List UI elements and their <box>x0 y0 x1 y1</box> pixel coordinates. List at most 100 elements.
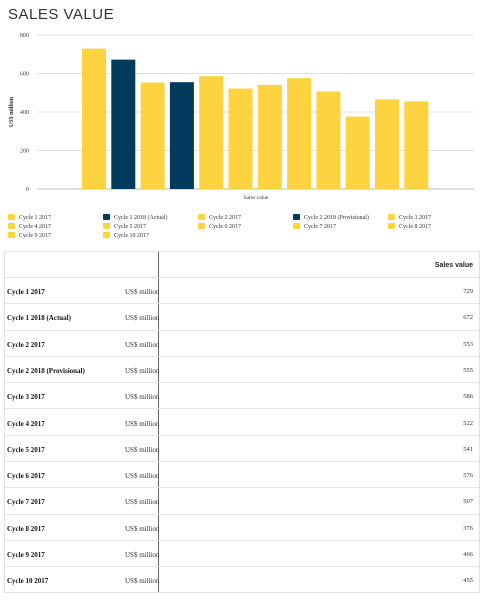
table-row: Cycle 3 2017 US$ million 586 <box>5 383 479 410</box>
bar <box>199 76 224 189</box>
legend-label: Cycle 1 2017 <box>19 215 51 221</box>
row-value: 729 <box>463 288 473 295</box>
column-header-sales-value: Sales value <box>434 262 473 269</box>
row-name: Cycle 3 2017 <box>7 393 45 402</box>
legend-label: Cycle 6 2017 <box>209 224 241 230</box>
legend-label: Cycle 2 2017 <box>209 215 241 221</box>
legend-label: Cycle 1 2018 (Actual) <box>114 215 168 221</box>
legend-item: Cycle 6 2017 <box>198 223 241 231</box>
table-header: Sales value <box>5 252 479 278</box>
legend-item: Cycle 8 2017 <box>388 223 431 231</box>
table-row: Cycle 4 2017 US$ million 522 <box>5 410 479 436</box>
sales-value-chart: 0 200 400 600 800 US$ million Sales value <box>8 33 474 201</box>
legend-swatch <box>8 214 15 220</box>
table-row: Cycle 6 2017 US$ million 576 <box>5 462 479 489</box>
y-tick-label: 0 <box>26 187 29 193</box>
legend-item: Cycle 1 2018 (Actual) <box>103 214 167 222</box>
legend-item: Cycle 2 2017 <box>198 214 241 222</box>
row-value: 586 <box>463 393 473 401</box>
legend-swatch <box>198 223 205 229</box>
legend-label: Cycle 3 2017 <box>399 215 431 221</box>
legend-item: Cycle 2 2018 (Provisional) <box>293 214 369 222</box>
row-unit: US$ million <box>125 524 160 533</box>
legend-swatch <box>8 232 15 238</box>
row-unit: US$ million <box>125 340 160 349</box>
row-value: 555 <box>463 366 473 374</box>
row-unit: US$ million <box>125 366 160 375</box>
bar <box>228 88 253 189</box>
row-unit: US$ million <box>125 551 160 559</box>
x-axis-label: Sales value <box>244 195 269 201</box>
table-row: Cycle 10 2017 US$ million 455 <box>5 567 479 593</box>
table-row: Cycle 2 2017 US$ million 553 <box>5 331 479 357</box>
table-divider <box>158 252 159 592</box>
row-unit: US$ million <box>125 498 160 507</box>
table-row: Cycle 1 2017 US$ million 729 <box>5 278 479 305</box>
row-value: 672 <box>463 314 473 322</box>
legend-item: Cycle 9 2017 <box>8 232 51 240</box>
legend-swatch <box>293 214 300 220</box>
row-unit: US$ million <box>125 577 160 586</box>
table-row: Cycle 2 2018 (Provisional) US$ million 555 <box>5 357 479 384</box>
legend-item: Cycle 1 2017 <box>8 214 51 222</box>
row-value: 541 <box>463 445 473 453</box>
legend-swatch <box>103 232 110 238</box>
legend-label: Cycle 9 2017 <box>19 233 51 239</box>
bar <box>257 84 282 189</box>
table-row: Cycle 5 2017 US$ million 541 <box>5 436 479 463</box>
row-unit: US$ million <box>125 472 160 481</box>
sales-value-table: Sales value Cycle 1 2017 US$ million 729 Cy… <box>4 251 480 593</box>
bar <box>345 116 370 189</box>
legend-item: Cycle 3 2017 <box>388 214 431 222</box>
legend-swatch <box>388 214 395 220</box>
row-name: Cycle 1 2017 <box>7 288 45 296</box>
legend-swatch <box>388 223 395 229</box>
row-name: Cycle 5 2017 <box>7 445 45 454</box>
bar <box>111 59 136 189</box>
legend-label: Cycle 4 2017 <box>19 224 51 230</box>
row-unit: US$ million <box>125 288 160 296</box>
row-name: Cycle 7 2017 <box>7 498 45 507</box>
row-value: 455 <box>463 577 473 585</box>
y-tick-label: 200 <box>20 149 29 155</box>
row-unit: US$ million <box>125 445 160 454</box>
row-name: Cycle 2 2018 (Provisional) <box>7 366 85 375</box>
legend-item: Cycle 5 2017 <box>103 223 146 231</box>
row-name: Cycle 6 2017 <box>7 472 45 481</box>
row-name: Cycle 1 2018 (Actual) <box>7 314 71 323</box>
legend-item: Cycle 10 2017 <box>103 232 149 240</box>
legend-label: Cycle 5 2017 <box>114 224 146 230</box>
row-value: 553 <box>463 340 473 348</box>
row-name: Cycle 4 2017 <box>7 419 45 428</box>
legend-swatch <box>293 223 300 229</box>
table-row: Cycle 8 2017 US$ million 376 <box>5 515 479 541</box>
row-name: Cycle 8 2017 <box>7 524 45 533</box>
bar <box>82 48 106 190</box>
row-name: Cycle 10 2017 <box>7 577 49 586</box>
row-value: 376 <box>463 524 473 532</box>
legend-label: Cycle 8 2017 <box>399 224 431 230</box>
legend-swatch <box>198 214 205 220</box>
row-unit: US$ million <box>125 393 160 402</box>
legend-label: Cycle 2 2018 (Provisional) <box>304 215 369 221</box>
row-value: 466 <box>463 551 473 558</box>
bar <box>169 82 194 189</box>
row-value: 507 <box>463 498 473 506</box>
legend-item: Cycle 4 2017 <box>8 223 51 231</box>
bar <box>404 101 429 189</box>
row-unit: US$ million <box>125 314 160 323</box>
row-value: 522 <box>463 419 473 427</box>
y-tick-label: 400 <box>20 110 29 116</box>
page-title: SALES VALUE <box>8 6 115 23</box>
legend-label: Cycle 7 2017 <box>304 224 336 230</box>
table-row: Cycle 9 2017 US$ million 466 <box>5 541 479 568</box>
bar <box>287 78 312 189</box>
y-tick-label: 600 <box>20 72 29 78</box>
legend-swatch <box>103 214 110 220</box>
row-name: Cycle 9 2017 <box>7 551 45 559</box>
row-value: 576 <box>463 472 473 480</box>
bar <box>140 82 165 189</box>
row-name: Cycle 2 2017 <box>7 340 45 349</box>
bar <box>375 99 399 189</box>
legend-item: Cycle 7 2017 <box>293 223 336 231</box>
